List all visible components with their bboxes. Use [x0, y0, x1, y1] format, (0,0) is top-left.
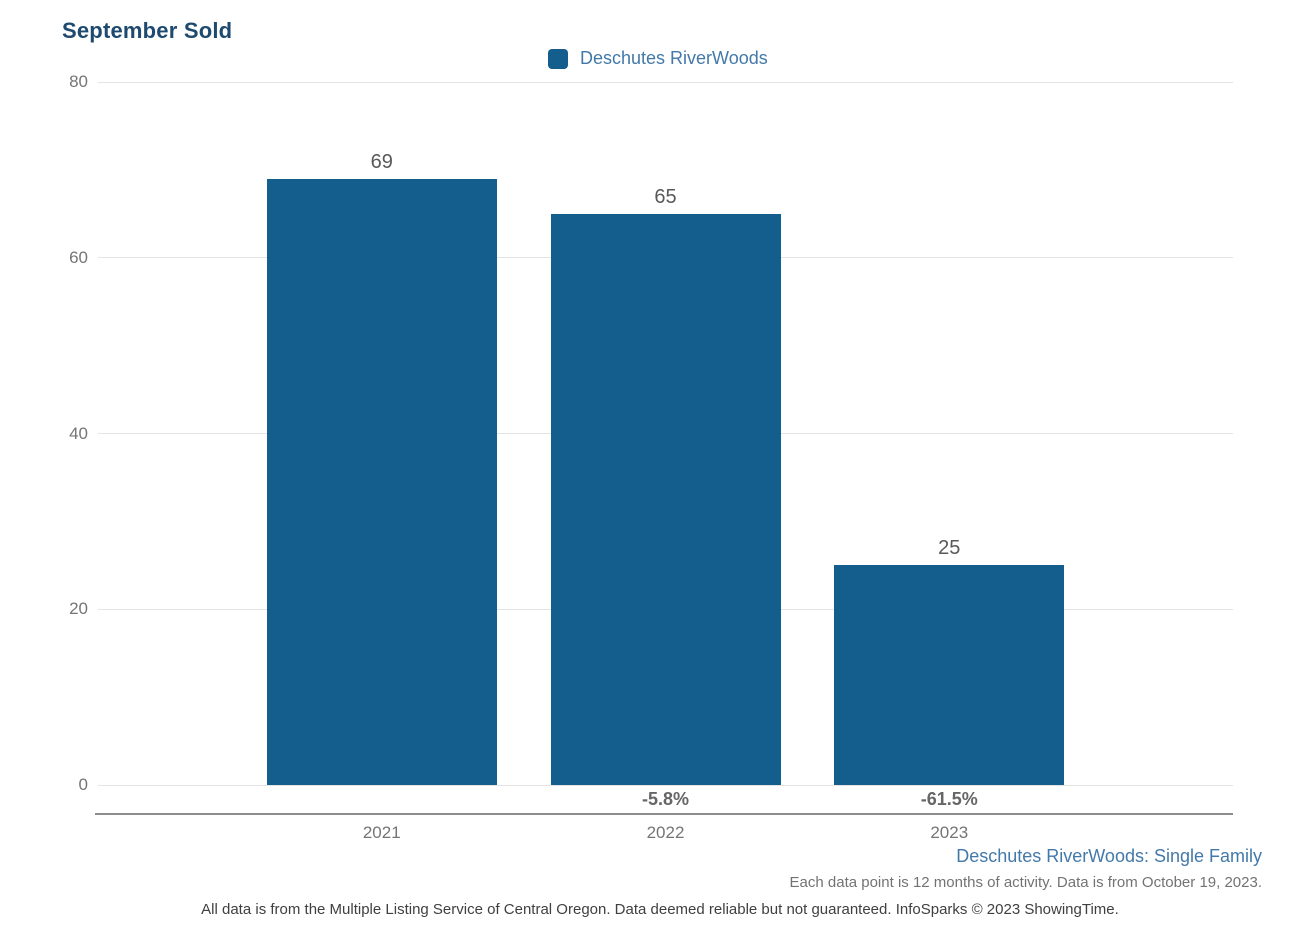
bar-2023[interactable] — [834, 565, 1065, 785]
bar-2022[interactable] — [550, 213, 781, 785]
data-note-label: Each data point is 12 months of activity… — [789, 874, 1262, 891]
legend-label: Deschutes RiverWoods — [580, 48, 768, 68]
x-tick-label-2023: 2023 — [930, 823, 969, 842]
gridline-y-0 — [98, 784, 1233, 786]
y-tick-label: 60 — [69, 247, 88, 267]
bar-value-label-2021: 69 — [370, 150, 393, 173]
x-tick-label-2022: 2022 — [646, 823, 685, 842]
bar-value-label-2023: 25 — [938, 537, 961, 560]
legend-swatch-icon — [548, 48, 568, 69]
legend-item[interactable]: Deschutes RiverWoods — [548, 48, 768, 69]
x-tick-label-2021: 2021 — [362, 823, 401, 842]
bar-2021[interactable] — [266, 178, 497, 785]
series-scope-label: Deschutes RiverWoods: Single Family — [956, 846, 1262, 866]
plot-area: 0 20 40 60 80 69 65 25 — [69, 72, 1233, 794]
y-tick-label: 0 — [78, 775, 88, 794]
pct-change-label-2022: -5.8% — [641, 789, 690, 809]
y-tick-label: 40 — [69, 423, 88, 443]
disclaimer-label: All data is from the Multiple Listing Se… — [201, 901, 1119, 918]
gridline-y-80 — [98, 81, 1233, 83]
chart-title: September Sold — [62, 18, 233, 43]
y-tick-label: 20 — [69, 599, 88, 619]
y-tick-label: 80 — [69, 72, 88, 91]
x-axis-line — [95, 813, 1233, 815]
bar-value-label-2022: 65 — [654, 185, 677, 208]
pct-change-label-2023: -61.5% — [920, 789, 978, 809]
